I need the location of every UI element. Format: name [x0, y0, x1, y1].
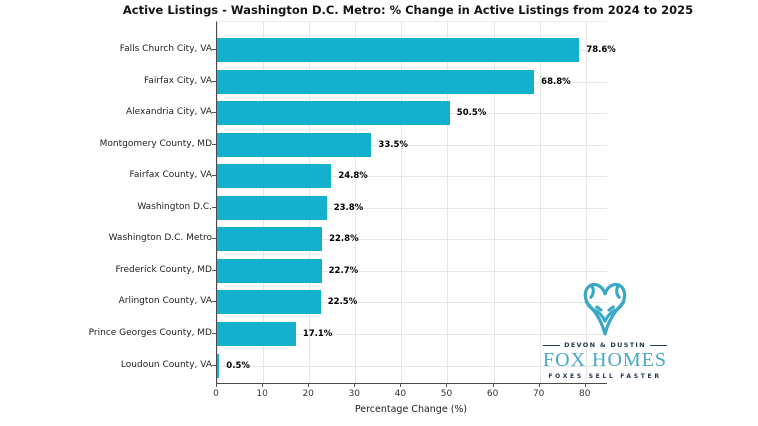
y-axis-ticks	[212, 21, 216, 382]
y-tick-mark	[212, 206, 216, 208]
bar	[217, 132, 372, 157]
brand-rule-right	[649, 344, 668, 346]
category-label: Alexandria City, VA	[126, 107, 212, 118]
x-tick-mark	[538, 383, 540, 387]
bar	[217, 353, 220, 378]
bar	[217, 195, 327, 220]
bar-value-label: 23.8%	[333, 202, 364, 213]
y-tick-mark	[212, 364, 216, 366]
bar	[217, 69, 535, 94]
category-label: Fairfax County, VA	[129, 170, 212, 181]
x-tick-mark	[354, 383, 356, 387]
category-label: Frederick County, MD	[115, 264, 212, 275]
x-tick-label: 30	[348, 389, 361, 399]
bar-value-label: 22.8%	[329, 234, 359, 245]
category-label: Washington D.C. Metro	[108, 233, 212, 244]
x-tick-mark	[262, 383, 264, 387]
x-tick-mark	[492, 383, 494, 387]
x-tick-label: 60	[486, 389, 499, 399]
x-tick-label: 40	[394, 389, 407, 399]
bar	[217, 164, 332, 189]
y-tick-mark	[212, 332, 216, 334]
x-tick-label: 50	[440, 389, 453, 399]
fox-homes-logo: DEVON & DUSTIN FOX HOMES FOXES SELL FAST…	[543, 282, 668, 380]
x-axis-label: Percentage Change (%)	[354, 404, 468, 415]
plot-area: 78.6% 68.8% 50.5% 33.5% 24.8% 23.8% 22.8% 22.7%…	[216, 21, 616, 384]
x-tick-mark	[216, 383, 217, 387]
gridline-vertical	[539, 22, 541, 383]
y-tick-mark	[212, 143, 216, 145]
y-tick-mark	[212, 175, 216, 177]
category-label: Loudoun County, VA	[120, 359, 212, 370]
gridline-horizontal	[217, 333, 607, 335]
x-tick-label: 70	[532, 389, 545, 399]
gridline-horizontal	[217, 239, 607, 241]
gridline-horizontal	[217, 207, 607, 209]
gridline-horizontal	[217, 302, 607, 304]
gridline-vertical	[401, 22, 403, 383]
bar-value-label: 33.5%	[378, 139, 408, 150]
bar-value-label: 68.8%	[541, 76, 571, 87]
y-tick-mark	[212, 80, 216, 82]
x-tick-label: 20	[302, 389, 314, 399]
brand-top-text: DEVON & DUSTIN	[564, 341, 646, 349]
category-label: Washington D.C.	[137, 201, 212, 212]
x-axis-ticks: 0 10 20 30 40 50 60 70 80	[213, 383, 606, 405]
bar-value-label: 22.5%	[327, 297, 358, 308]
x-tick-mark	[308, 383, 310, 387]
brand-rule-left	[543, 344, 561, 346]
y-tick-mark	[212, 301, 216, 303]
brand-name: FOX HOMES	[543, 349, 668, 371]
y-tick-mark	[212, 112, 216, 114]
gridline-vertical	[493, 22, 495, 383]
brand-top-row: DEVON & DUSTIN	[543, 341, 668, 349]
brand-tagline: FOXES SELL FASTER	[548, 373, 662, 380]
x-tick-mark	[400, 383, 402, 387]
x-tick-label: 80	[579, 389, 591, 399]
gridline-vertical	[355, 22, 357, 383]
bar	[217, 227, 323, 252]
fox-icon	[583, 282, 627, 336]
category-label: Falls Church City, VA	[119, 44, 212, 54]
gridline-horizontal	[217, 365, 607, 367]
bar-value-label: 24.8%	[338, 171, 368, 182]
x-tick-label: 0	[213, 389, 219, 399]
gridline-vertical	[447, 22, 449, 383]
gridline-horizontal	[217, 270, 607, 272]
bar	[217, 258, 322, 283]
x-tick-mark	[584, 383, 586, 387]
bar-value-label: 22.7%	[328, 265, 359, 276]
chart-title: Active Listings - Washington D.C. Metro:…	[122, 3, 694, 17]
bar-value-label: 78.6%	[586, 45, 616, 55]
y-tick-mark	[212, 238, 216, 240]
gridline-horizontal	[217, 144, 607, 146]
bar-value-label: 0.5%	[226, 360, 250, 371]
category-label: Montgomery County, MD	[99, 138, 212, 149]
bar	[217, 290, 321, 315]
y-axis-labels: Falls Church City, VA Fairfax City, VA Ale…	[0, 21, 212, 382]
bar	[217, 321, 296, 346]
bar-value-label: 17.1%	[302, 328, 333, 339]
category-label: Prince Georges County, MD	[88, 327, 212, 338]
gridline-horizontal	[217, 176, 607, 178]
gridline-vertical	[585, 22, 587, 383]
category-label: Fairfax City, VA	[143, 75, 212, 86]
y-tick-mark	[212, 49, 216, 50]
bar	[217, 38, 580, 62]
category-label: Arlington County, VA	[118, 296, 212, 307]
y-tick-mark	[212, 269, 216, 271]
x-tick-mark	[446, 383, 448, 387]
bar-value-label: 50.5%	[456, 108, 487, 119]
bar	[217, 101, 450, 126]
x-tick-label: 10	[256, 389, 268, 399]
